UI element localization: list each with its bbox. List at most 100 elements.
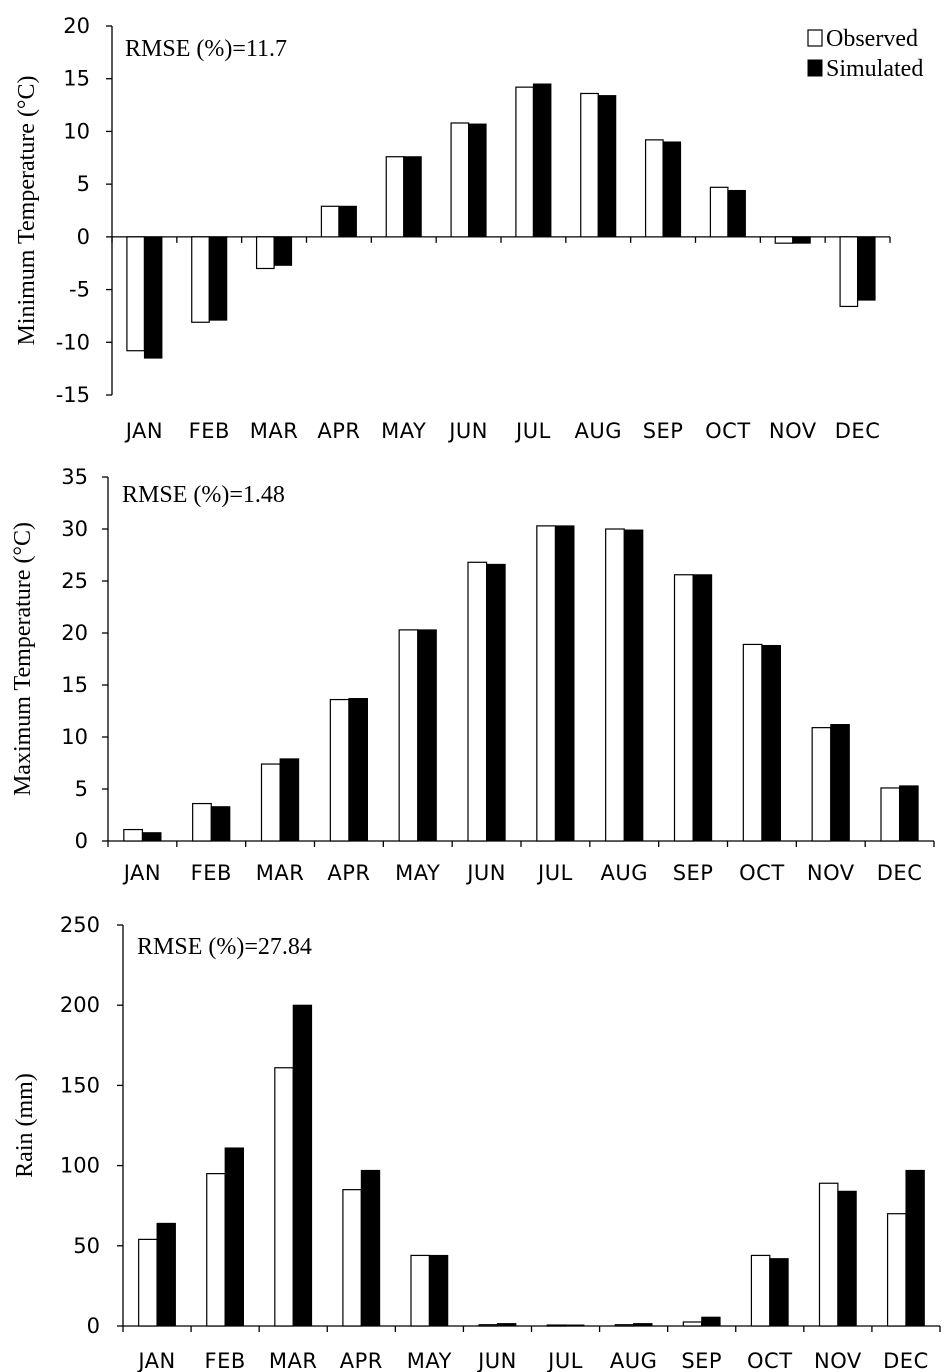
- x-category-label: JUL: [514, 419, 551, 443]
- x-category-label: MAY: [381, 419, 426, 443]
- observed-bar: [750, 1254, 771, 1327]
- x-category-label: APR: [327, 861, 370, 885]
- simulated-bar: [701, 1316, 721, 1327]
- x-category-label: JAN: [122, 861, 161, 885]
- y-tick-label: 250: [60, 913, 100, 937]
- observed-bar: [126, 236, 146, 352]
- x-category-label: APR: [317, 419, 360, 443]
- rmse-annotation: RMSE (%)=1.48: [122, 482, 285, 508]
- observed-bar: [839, 236, 859, 308]
- simulated-bar: [899, 785, 919, 842]
- y-axis-title: Maximum Temperature (°C): [10, 522, 36, 796]
- observed-bar: [191, 236, 210, 323]
- x-category-label: DEC: [835, 419, 881, 443]
- y-tick-label: 10: [63, 119, 90, 143]
- x-category-label: OCT: [747, 1349, 793, 1372]
- x-category-label: JAN: [124, 419, 163, 443]
- observed-bar: [320, 205, 340, 238]
- simulated-bar: [792, 236, 811, 244]
- max-temp-chart: 35 30 25 20 15 10 5 0 JAN FEB MAR APR MAY JUN JUL AUG SE…: [10, 465, 935, 885]
- x-category-label: JUL: [546, 1349, 583, 1372]
- simulated-bar: [662, 141, 682, 238]
- x-category-label: MAR: [269, 1349, 318, 1372]
- x-category-label: SEP: [673, 861, 714, 885]
- x-category-label: OCT: [705, 419, 751, 443]
- y-axis-title: Minimum Temperature (°C): [14, 75, 40, 345]
- simulated-bar: [554, 525, 575, 842]
- y-tick-label: -5: [69, 278, 90, 302]
- observed-bar: [811, 727, 832, 842]
- y-tick-label: 5: [75, 777, 88, 801]
- x-category-label: NOV: [807, 861, 855, 885]
- rain-chart: 250 200 150 100 50 0 JAN FEB MAR APR MAY JUN JUL AUG S…: [12, 913, 941, 1372]
- simulated-bar: [830, 724, 850, 842]
- rmse-annotation: RMSE (%)=27.84: [137, 934, 312, 960]
- observed-bar: [546, 1324, 567, 1327]
- simulated-bar: [905, 1169, 925, 1327]
- observed-bar: [709, 186, 729, 238]
- simulated-bar: [143, 236, 163, 359]
- simulated-bar: [496, 1323, 517, 1327]
- observed-bar: [274, 1067, 294, 1327]
- x-category-label: AUG: [610, 1349, 658, 1372]
- x-category-label: FEB: [204, 1349, 245, 1372]
- observed-bar: [206, 1173, 226, 1327]
- y-tick-label: 30: [61, 517, 88, 541]
- legend-observed-swatch: [807, 29, 823, 47]
- observed-bar: [410, 1254, 430, 1327]
- observed-bar: [818, 1182, 839, 1327]
- observed-bar: [644, 139, 664, 238]
- observed-bar: [123, 828, 144, 842]
- y-tick-label: 25: [61, 569, 88, 593]
- simulated-bar: [727, 189, 746, 238]
- simulated-bar: [208, 236, 228, 321]
- y-tick-label: -15: [56, 383, 90, 407]
- observed-bar: [614, 1324, 635, 1327]
- observed-bar: [478, 1324, 499, 1327]
- observed-bar: [886, 1213, 907, 1327]
- observed-bar: [467, 561, 488, 842]
- simulated-bar: [468, 123, 487, 238]
- y-tick-label: 150: [60, 1073, 100, 1097]
- y-tick-label: 200: [60, 993, 100, 1017]
- simulated-bar: [761, 644, 782, 842]
- y-tick-label: 0: [87, 1314, 100, 1338]
- simulated-bar: [141, 832, 162, 842]
- observed-bar: [774, 236, 794, 244]
- x-category-label: NOV: [769, 419, 817, 443]
- x-category-label: AUG: [600, 861, 648, 885]
- y-axis-title: Rain (mm): [12, 1073, 38, 1178]
- simulated-bar: [210, 806, 231, 842]
- x-category-label: JUN: [476, 1349, 517, 1372]
- x-category-label: DEC: [883, 1349, 929, 1372]
- simulated-bar: [597, 95, 617, 238]
- x-category-label: MAY: [395, 861, 440, 885]
- observed-bar: [605, 528, 625, 842]
- observed-bar: [682, 1321, 703, 1327]
- y-tick-label: 10: [61, 725, 88, 749]
- simulated-bar: [273, 236, 293, 266]
- legend-observed-label: Observed: [826, 26, 918, 52]
- x-category-label: JAN: [136, 1349, 175, 1372]
- legend-simulated-label: Simulated: [826, 56, 923, 82]
- y-tick-label: 0: [77, 225, 90, 249]
- simulated-bar: [417, 629, 437, 842]
- y-tick-label: 50: [73, 1234, 100, 1258]
- rmse-annotation: RMSE (%)=11.7: [125, 36, 287, 62]
- simulated-bar: [279, 758, 300, 842]
- y-tick-label: 35: [61, 465, 88, 489]
- x-category-label: FEB: [189, 419, 230, 443]
- y-tick-label: 15: [61, 673, 88, 697]
- simulated-bar: [633, 1323, 653, 1327]
- simulated-bar: [338, 205, 357, 238]
- simulated-bar: [623, 529, 644, 842]
- observed-bar: [255, 236, 275, 270]
- x-category-label: OCT: [739, 861, 785, 885]
- simulated-bar: [292, 1004, 313, 1327]
- observed-bar: [398, 629, 419, 842]
- observed-bar: [742, 643, 763, 842]
- observed-bar: [342, 1189, 362, 1327]
- legend: Observed Simulated: [807, 26, 923, 82]
- simulated-bar: [403, 156, 422, 238]
